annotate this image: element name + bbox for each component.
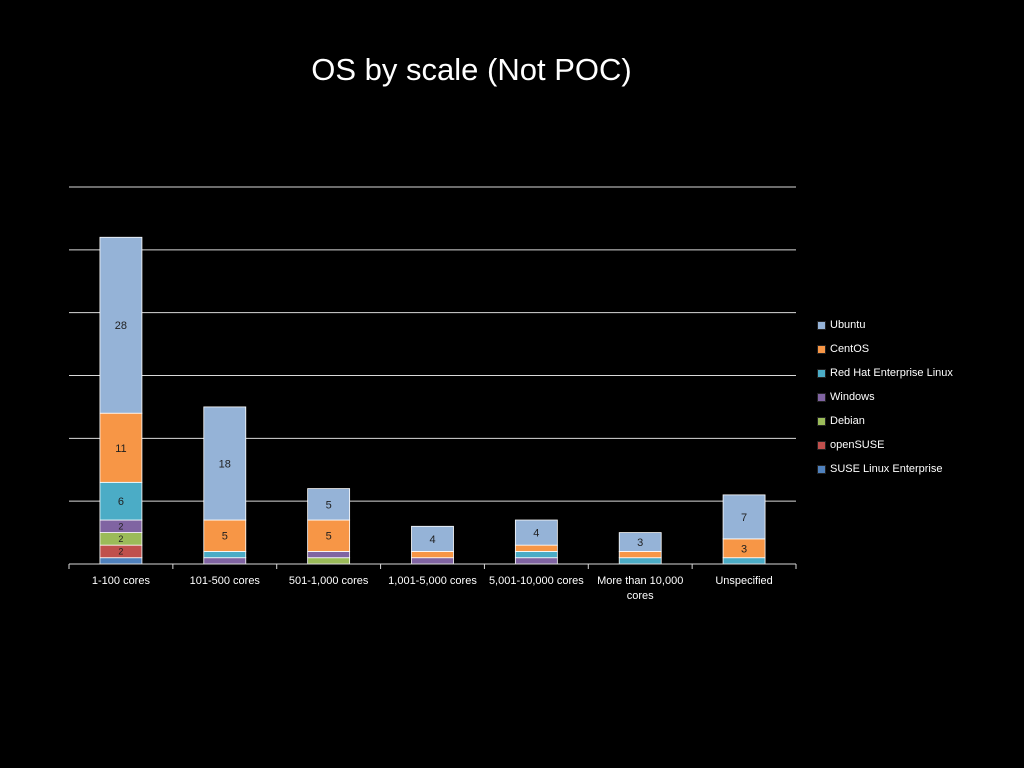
legend-item: SUSE Linux Enterprise [817,457,953,481]
legend-item: Debian [817,409,953,433]
bar-segment [411,557,454,565]
bar-segment [203,406,247,521]
x-tick-label: 1,001-5,000 cores [381,574,485,589]
legend-item: CentOS [817,337,953,361]
bar-segment [307,551,351,559]
legend-label: openSUSE [830,439,885,451]
data-label: 18 [219,458,231,470]
data-label: 6 [118,496,124,508]
legend-swatch [817,368,826,378]
x-axis [68,563,797,569]
x-tick-label-line: cores [626,590,654,602]
legend-swatch [817,344,826,354]
legend-label: Ubuntu [830,319,866,331]
data-label: 11 [115,443,126,455]
data-label: 3 [637,537,643,549]
legend-swatch [817,464,826,474]
bars [99,236,766,565]
gridlines [69,186,796,502]
x-tick-label-line: Unspecified [715,575,773,587]
bar-segment [203,557,247,565]
x-tick-label: 5,001-10,000 cores [484,574,588,589]
bar-segment [514,551,558,559]
data-label: 5 [326,531,332,543]
data-label: 4 [429,534,435,546]
legend-item: openSUSE [817,433,953,457]
x-tick-label: 101-500 cores [173,574,277,589]
legend-label: Debian [830,415,865,427]
bar-segment [514,544,558,552]
bar-segment [99,236,143,414]
bar-segment [203,519,247,552]
bar-segment [307,557,351,565]
legend-label: Windows [830,391,875,403]
bar-segment [307,519,351,552]
legend-label: CentOS [830,343,870,355]
data-label: 7 [741,512,747,524]
x-tick-label-line: 1,001-5,000 cores [388,575,477,587]
bar-segment [618,557,662,565]
legend-swatch [817,440,826,450]
bar-segment [514,519,558,546]
legend-item: Red Hat Enterprise Linux [817,361,953,385]
data-label: 3 [741,543,747,555]
bar-segment [411,525,454,552]
legend: Ubuntu CentOS Red Hat Enterprise Linux Wind… [817,313,953,481]
legend-label: SUSE Linux Enterprise [830,463,943,475]
x-tick-label-line: 5,001-10,000 cores [488,575,584,587]
bar-segment [99,412,143,483]
legend-swatch [817,320,826,330]
data-label: 28 [115,320,127,332]
bar-segment [99,557,143,565]
bar-segment [618,532,662,552]
legend-label: Red Hat Enterprise Linux [830,367,953,379]
legend-swatch [817,392,826,402]
data-label: 4 [533,528,539,540]
legend-item: Ubuntu [817,313,953,337]
bar-segment [618,551,662,559]
bar-segment [722,557,766,565]
data-label: 2 [118,521,123,531]
bar-segment [99,481,143,521]
bar-segment [722,494,766,540]
x-tick-label-line: 501-1,000 cores [288,575,369,587]
x-tick-label: More than 10,000 cores [588,574,692,604]
data-label: 5 [222,531,228,543]
bar-segment [203,551,247,559]
x-tick-label-line: 1-100 cores [91,575,150,587]
x-tick-label: 1-100 cores [69,574,173,589]
x-tick-label-line: 101-500 cores [189,575,260,587]
legend-item: Windows [817,385,953,409]
x-tick-label-line: More than 10,000 [597,575,684,587]
bar-segment [307,488,351,521]
data-labels: 2 2 2 6 11 28 5 18 5 5 4 4 3 3 7 [115,320,747,556]
data-label: 2 [118,534,123,544]
data-label: 5 [326,499,332,511]
x-tick-label: 501-1,000 cores [277,574,381,589]
chart-title: OS by scale (Not POC) [311,52,632,87]
legend-swatch [817,416,826,426]
data-label: 2 [118,546,123,556]
bar-segment [514,557,558,565]
x-tick-label: Unspecified [692,574,796,589]
bar-segment [411,551,454,559]
